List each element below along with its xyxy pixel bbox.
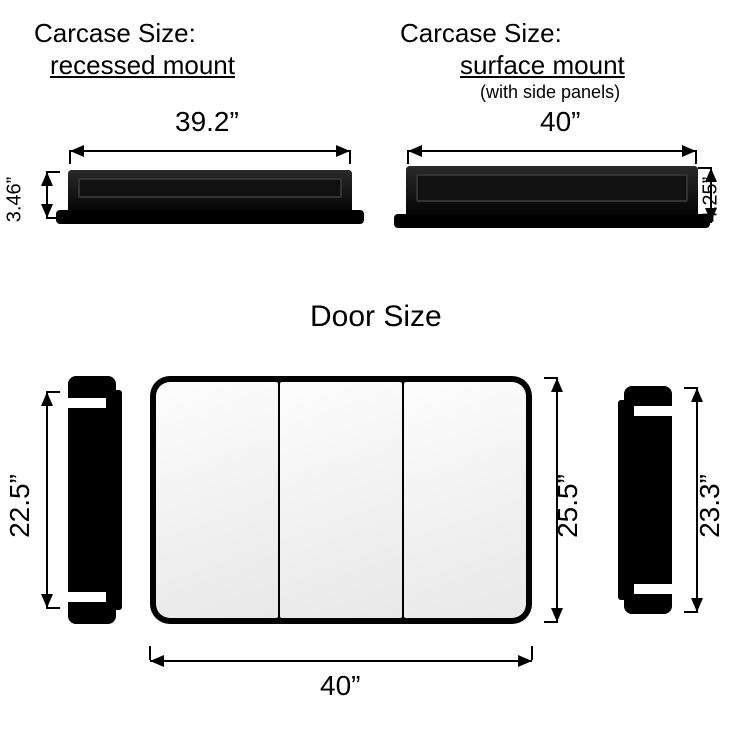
tick (69, 150, 71, 164)
door-panel (404, 382, 526, 618)
tick (407, 150, 409, 164)
door-panel (156, 382, 278, 618)
door-panel (280, 382, 402, 618)
tick (684, 611, 698, 613)
tick (531, 646, 533, 660)
door-size-title: Door Size (310, 300, 442, 334)
dim-door-width-label: 40” (320, 670, 360, 702)
dim-door-front-height-line (556, 378, 558, 622)
carcase-recessed-subtitle: recessed mount (50, 50, 235, 81)
carcase-surface-title: Carcase Size: (400, 18, 562, 49)
dim-door-left-height-label: 22.5” (4, 474, 36, 538)
dim-surface-height-line (710, 168, 712, 222)
tick (349, 150, 351, 164)
dim-door-left-height-line (46, 392, 48, 608)
carcase-surface-note: (with side panels) (480, 82, 620, 103)
carcase-surface-drawing (406, 166, 698, 220)
dim-recessed-width-line (70, 150, 350, 152)
dim-surface-width-line (408, 150, 696, 152)
dim-recessed-width-label: 39.2” (175, 106, 239, 138)
dim-door-right-height-label: 23.3” (694, 474, 726, 538)
tick (544, 621, 558, 623)
dim-recessed-height-line (46, 172, 48, 218)
tick (544, 377, 558, 379)
tick (46, 391, 60, 393)
tick (46, 607, 60, 609)
dim-door-width-line (150, 660, 532, 662)
tick (695, 150, 697, 164)
dim-recessed-height-label: 3.46” (3, 177, 26, 223)
dim-door-right-height-line (696, 388, 698, 612)
door-front-drawing (150, 376, 532, 624)
dim-surface-width-label: 40” (540, 106, 580, 138)
carcase-recessed-drawing (68, 170, 352, 216)
carcase-recessed-title: Carcase Size: (34, 18, 196, 49)
door-side-profile-left (68, 376, 116, 624)
carcase-surface-subtitle: surface mount (460, 50, 625, 81)
tick (684, 387, 698, 389)
tick (149, 646, 151, 660)
door-side-profile-right (624, 386, 672, 614)
tick (698, 167, 712, 169)
tick (46, 171, 60, 173)
